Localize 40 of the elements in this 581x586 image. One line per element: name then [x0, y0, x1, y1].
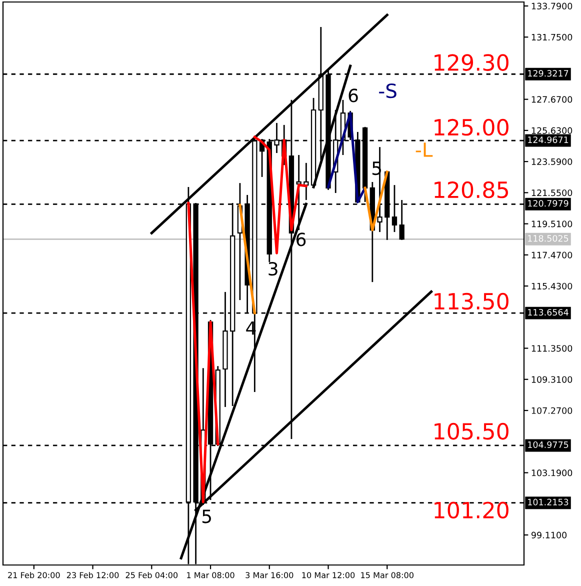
ref-line-label: 120.7979: [528, 200, 568, 207]
ref-line-label: 124.9671: [528, 136, 568, 144]
series-label: -S: [379, 83, 396, 98]
y-tick-label: 123.5900: [532, 158, 572, 165]
annotation: 5: [202, 510, 211, 524]
x-tick-label: 23 Feb 12:00: [66, 572, 119, 578]
y-tick-label: 117.4700: [532, 252, 572, 258]
ref-line-label: 113.6564: [528, 308, 568, 316]
ref-line-label: 101.2153: [528, 498, 568, 506]
x-tick-label: 15 Mar 08:00: [361, 572, 414, 578]
x-tick-label: 1 Mar 08:00: [187, 572, 234, 578]
x-tick-label: 10 Mar 12:00: [302, 572, 355, 578]
y-tick-label: 127.6700: [532, 96, 572, 103]
annotation: 6: [348, 88, 358, 102]
x-tick-label: 25 Feb 04:00: [126, 572, 178, 578]
x-tick-label: 3 Mar 16:00: [246, 572, 294, 578]
annotation: 113.50: [434, 292, 508, 310]
annotation: 6: [296, 232, 306, 246]
ref-line-label: 104.9775: [528, 441, 568, 448]
y-tick-label: 131.7500: [532, 34, 572, 41]
y-tick-label: 125.6300: [532, 127, 572, 134]
annotation: 3: [268, 262, 278, 276]
y-tick-label: 103.1900: [532, 470, 572, 476]
y-tick-label: 107.2700: [532, 407, 572, 414]
annotation: 125.00: [434, 118, 508, 136]
y-tick-label: 133.7900: [532, 2, 572, 10]
y-tick-label: 115.4300: [532, 282, 572, 290]
annotation: 101.20: [434, 502, 508, 519]
y-tick-label: 119.5100: [532, 220, 572, 228]
ref-line-label: 129.3217: [528, 70, 568, 77]
y-tick-label: 109.3100: [532, 376, 572, 383]
ref-line-label: 118.5025: [528, 235, 568, 242]
y-tick-label: 111.3500: [532, 345, 572, 352]
y-tick-label: 99.1100: [531, 532, 567, 538]
annotation: 120.85: [434, 181, 508, 198]
series-label: -L: [416, 142, 433, 157]
y-tick-label: 121.5500: [532, 189, 572, 196]
x-tick-label: 21 Feb 20:00: [8, 572, 60, 578]
annotation: 105.50: [434, 422, 508, 440]
annotation: 129.30: [434, 54, 508, 71]
